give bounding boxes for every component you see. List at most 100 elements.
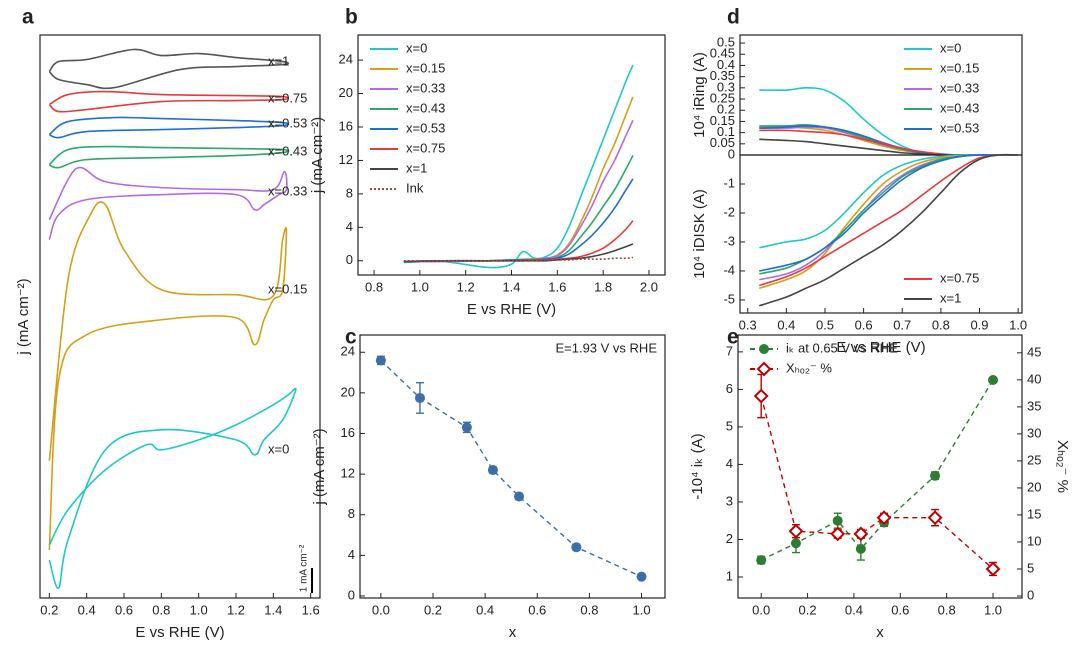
y-tick-label: 4 <box>346 219 353 234</box>
x-tick-label: 1.4 <box>502 279 520 294</box>
curve <box>759 154 1019 281</box>
plot-frame <box>739 154 1023 314</box>
y-tick-label: 0.5 <box>717 34 735 49</box>
legend-label: x=0.75 <box>406 140 445 155</box>
curve-label: x=0 <box>268 441 289 456</box>
y-tick-label: 2 <box>726 531 733 546</box>
y2-tick-label: 0 <box>1027 587 1034 602</box>
panel-label: c <box>345 326 357 349</box>
x-tick-label: 0.4 <box>476 602 494 617</box>
y2-tick-label: 35 <box>1027 398 1041 413</box>
x-tick-label: 0.8 <box>938 602 956 617</box>
curve <box>48 387 297 589</box>
marker <box>461 422 472 433</box>
curve <box>759 154 1019 249</box>
x-tick-label: 0.4 <box>777 317 795 332</box>
y-tick-label: 20 <box>339 85 353 100</box>
curve <box>759 154 1019 272</box>
y-axis-label: j (mA cm⁻²) <box>311 428 328 505</box>
x-tick-label: 0.6 <box>891 602 909 617</box>
x-tick-label: 0.4 <box>78 602 96 617</box>
marker <box>853 526 869 542</box>
x-tick-label: 1.8 <box>594 279 612 294</box>
y-tick-label: 0 <box>728 146 735 161</box>
y2-tick-label: 10 <box>1027 533 1041 548</box>
curve <box>403 155 634 263</box>
scale-bar-label: 1 mA cm⁻² <box>299 544 310 592</box>
legend-label: x=0.43 <box>940 100 979 115</box>
marker <box>636 571 647 582</box>
curve-label: x=0.33 <box>268 183 307 198</box>
y2-tick-label: 15 <box>1027 506 1041 521</box>
y-tick-label: -2 <box>723 204 735 219</box>
panel-label: d <box>727 6 740 29</box>
x-tick-label: 1.0 <box>411 279 429 294</box>
marker <box>988 375 999 386</box>
legend-label: Ink <box>406 180 424 195</box>
y-tick-label: 4 <box>348 547 355 562</box>
y-tick-label: 24 <box>341 344 355 359</box>
y-tick-label: 0.45 <box>710 46 735 61</box>
marker <box>927 510 943 526</box>
curve-label: x=0.75 <box>268 90 307 105</box>
x-tick-label: 1.2 <box>457 279 475 294</box>
marker <box>414 392 425 403</box>
y-axis-label: j (mA cm⁻²) <box>15 278 32 355</box>
legend-label: x=0 <box>940 40 961 55</box>
annotation: E=1.93 V vs RHE <box>555 340 657 355</box>
marker <box>756 555 767 566</box>
x-tick-label: 0.8 <box>932 317 950 332</box>
x-axis-label: E vs RHE (V) <box>135 624 224 641</box>
y-tick-label: -4 <box>723 262 735 277</box>
legend-label: x=0.43 <box>406 100 445 115</box>
legend-label: x=0.75 <box>940 270 979 285</box>
plot-frame <box>357 34 666 276</box>
curve <box>48 48 290 90</box>
y-tick-label: 0.35 <box>710 68 735 83</box>
curve <box>48 90 290 113</box>
legend-label: Xₕₒ₂⁻ % <box>786 360 832 375</box>
x-axis-label: x <box>509 624 517 641</box>
x-tick-label: 0.9 <box>970 317 988 332</box>
y2-tick-label: 25 <box>1027 452 1041 467</box>
y-tick-label: 16 <box>341 425 355 440</box>
marker <box>832 515 843 526</box>
x-tick-label: 0.0 <box>752 602 770 617</box>
x-tick-label: 0.4 <box>845 602 863 617</box>
marker <box>788 523 804 539</box>
curve-label: x=1 <box>268 53 289 68</box>
marker <box>487 465 498 476</box>
marker <box>930 470 941 481</box>
plot-frame <box>39 34 321 599</box>
x-tick-label: 0.6 <box>115 602 133 617</box>
x-tick-label: 0.8 <box>580 602 598 617</box>
marker <box>876 510 892 526</box>
y-tick-label: 0 <box>346 252 353 267</box>
y2-tick-label: 45 <box>1027 344 1041 359</box>
marker <box>753 388 769 404</box>
x-axis-label: E vs RHE (V) <box>836 339 925 356</box>
curve <box>48 116 290 139</box>
curve-label: x=0.53 <box>268 115 307 130</box>
y-tick-label: 0.05 <box>710 135 735 150</box>
x-tick-label: 1.6 <box>302 602 320 617</box>
y-tick-label: 0.2 <box>717 102 735 117</box>
y-tick-label: 5 <box>726 418 733 433</box>
y-tick-label: 8 <box>348 506 355 521</box>
y-tick-label: 7 <box>726 343 733 358</box>
y-tick-label: 12 <box>339 152 353 167</box>
marker <box>790 538 801 549</box>
panel-label: b <box>345 6 358 29</box>
y-tick-label: 24 <box>339 52 353 67</box>
legend-label: x=0.15 <box>940 60 979 75</box>
y-tick-label: 0.15 <box>710 113 735 128</box>
y-tick-label: -3 <box>723 233 735 248</box>
x-tick-label: 0.6 <box>528 602 546 617</box>
curve <box>759 153 1019 307</box>
x-tick-label: 1.2 <box>227 602 245 617</box>
y2-axis-label: Xₕₒ₂⁻ % <box>1054 440 1071 493</box>
x-axis-label: x <box>876 624 884 641</box>
y-tick-label: 12 <box>341 466 355 481</box>
x-tick-label: 0.0 <box>372 602 390 617</box>
